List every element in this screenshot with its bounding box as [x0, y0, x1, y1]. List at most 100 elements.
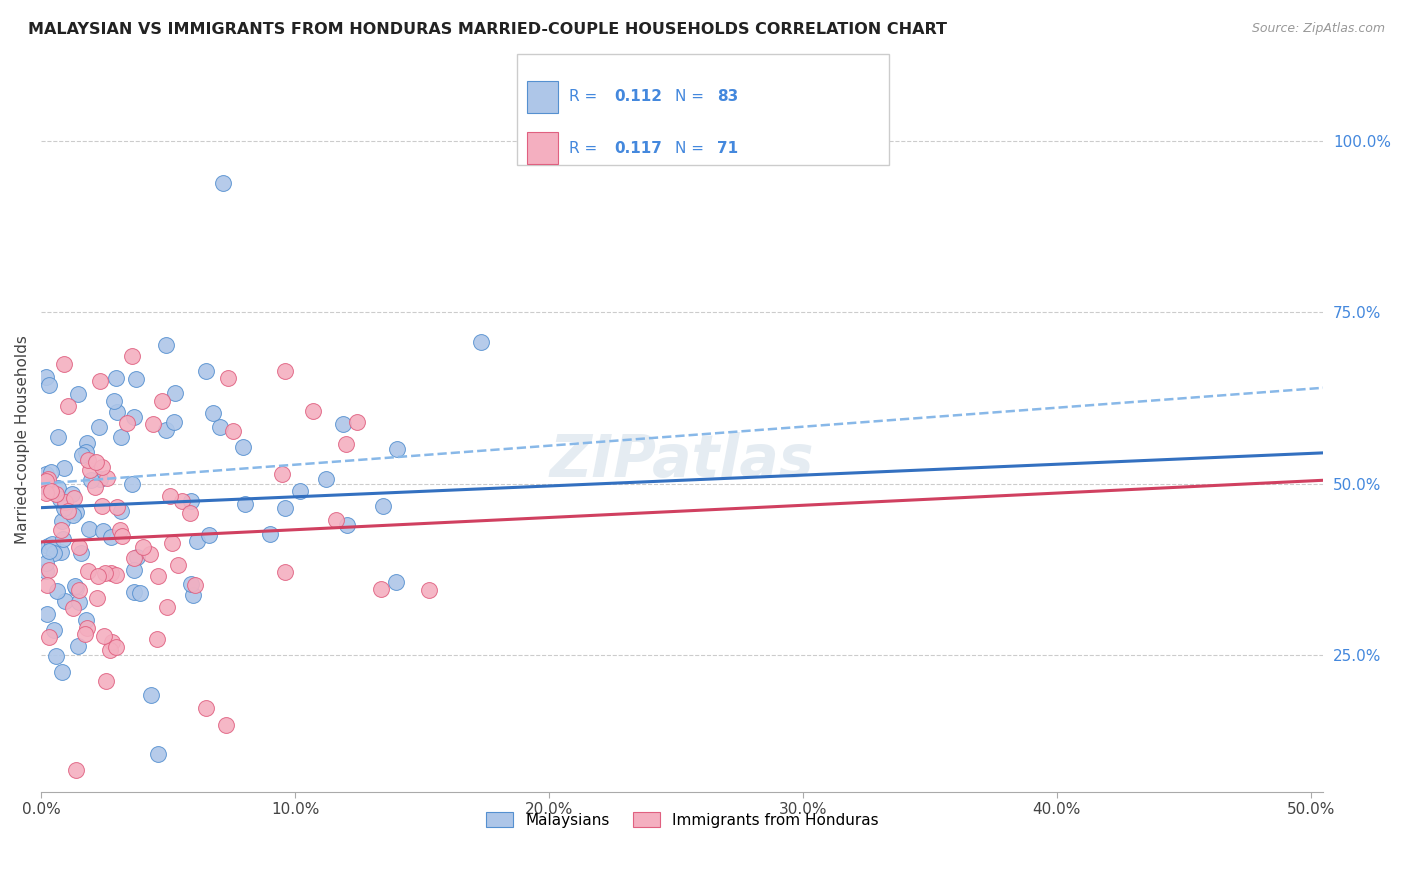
Text: R =: R =: [569, 89, 603, 104]
Point: [346, 415, 368, 429]
Point: [75, 613, 97, 627]
Point: [146, 569, 169, 583]
Point: [38, 543, 60, 558]
Point: [385, 574, 408, 589]
Point: [84, 455, 107, 469]
Text: Source: ZipAtlas.com: Source: ZipAtlas.com: [1251, 22, 1385, 36]
Point: [58, 504, 80, 518]
Point: [105, 568, 128, 582]
Point: [201, 407, 224, 421]
Point: [111, 529, 134, 543]
Point: [86, 591, 108, 605]
Point: [53, 357, 76, 371]
Point: [125, 372, 148, 386]
Point: [302, 404, 325, 418]
Point: [222, 424, 245, 438]
Text: 0.112: 0.112: [614, 89, 662, 104]
Point: [87, 420, 110, 434]
Point: [194, 364, 217, 378]
Point: [160, 536, 183, 550]
Point: [150, 394, 173, 409]
Point: [94, 673, 117, 688]
Text: 0.117: 0.117: [614, 141, 662, 156]
Point: [217, 371, 239, 385]
Point: [180, 494, 202, 508]
Point: [232, 440, 254, 454]
Point: [67, 583, 90, 598]
Point: [215, 718, 238, 732]
Point: [56, 399, 79, 413]
Point: [470, 335, 492, 350]
Point: [163, 386, 186, 401]
Point: [181, 588, 204, 602]
Point: [70, 546, 93, 560]
Point: [46, 430, 69, 444]
Point: [235, 497, 257, 511]
Point: [52, 500, 75, 515]
Point: [51, 665, 73, 679]
Point: [373, 500, 395, 514]
Point: [124, 409, 146, 424]
Point: [67, 594, 90, 608]
Point: [129, 586, 152, 600]
Point: [91, 499, 114, 513]
Point: [39, 465, 62, 479]
Point: [38, 563, 60, 577]
Point: [51, 545, 73, 559]
Point: [65, 763, 87, 777]
Point: [51, 514, 73, 528]
Point: [65, 581, 87, 595]
Y-axis label: Married-couple Households: Married-couple Households: [15, 334, 30, 543]
Point: [38, 630, 60, 644]
Point: [86, 569, 108, 583]
Point: [35, 475, 58, 489]
Point: [91, 524, 114, 538]
Point: [37, 472, 59, 486]
Point: [105, 640, 128, 655]
Point: [211, 177, 233, 191]
Point: [105, 405, 128, 419]
Point: [148, 747, 170, 761]
Point: [55, 494, 77, 508]
Point: [163, 415, 186, 429]
Point: [35, 564, 58, 578]
Point: [35, 578, 58, 592]
Point: [53, 594, 76, 608]
Point: [100, 566, 122, 580]
Point: [198, 527, 221, 541]
Point: [122, 562, 145, 576]
Text: N =: N =: [675, 141, 709, 156]
Point: [139, 547, 162, 561]
Point: [77, 522, 100, 536]
Point: [108, 523, 131, 537]
Text: 71: 71: [717, 141, 738, 156]
Point: [35, 467, 58, 482]
Point: [94, 566, 117, 580]
Text: 83: 83: [717, 89, 738, 104]
Point: [274, 501, 297, 516]
Point: [179, 506, 201, 520]
Point: [37, 607, 59, 621]
Point: [184, 578, 207, 592]
Point: [46, 481, 69, 495]
Point: [52, 461, 75, 475]
Point: [105, 500, 128, 515]
Text: ZIPatlas: ZIPatlas: [550, 432, 814, 489]
Point: [62, 508, 84, 522]
Point: [167, 558, 190, 573]
Point: [132, 540, 155, 554]
Point: [195, 700, 218, 714]
Point: [259, 527, 281, 541]
Point: [98, 643, 121, 657]
Point: [156, 600, 179, 615]
Point: [93, 629, 115, 643]
Point: [84, 480, 107, 494]
Point: [79, 463, 101, 477]
Point: [273, 565, 295, 579]
Point: [60, 487, 83, 501]
Point: [121, 477, 143, 491]
Point: [103, 394, 125, 409]
Point: [89, 472, 111, 486]
Point: [45, 583, 67, 598]
Point: [288, 483, 311, 498]
